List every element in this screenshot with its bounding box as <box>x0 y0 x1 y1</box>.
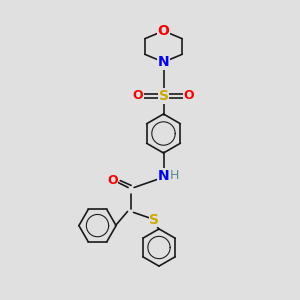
Text: O: O <box>184 89 194 103</box>
Text: N: N <box>158 169 169 182</box>
Text: O: O <box>158 24 169 38</box>
Text: S: S <box>149 213 160 226</box>
Text: H: H <box>170 169 180 182</box>
Text: O: O <box>107 173 118 187</box>
Text: O: O <box>133 89 143 103</box>
Text: S: S <box>158 89 169 103</box>
Text: N: N <box>158 55 169 69</box>
